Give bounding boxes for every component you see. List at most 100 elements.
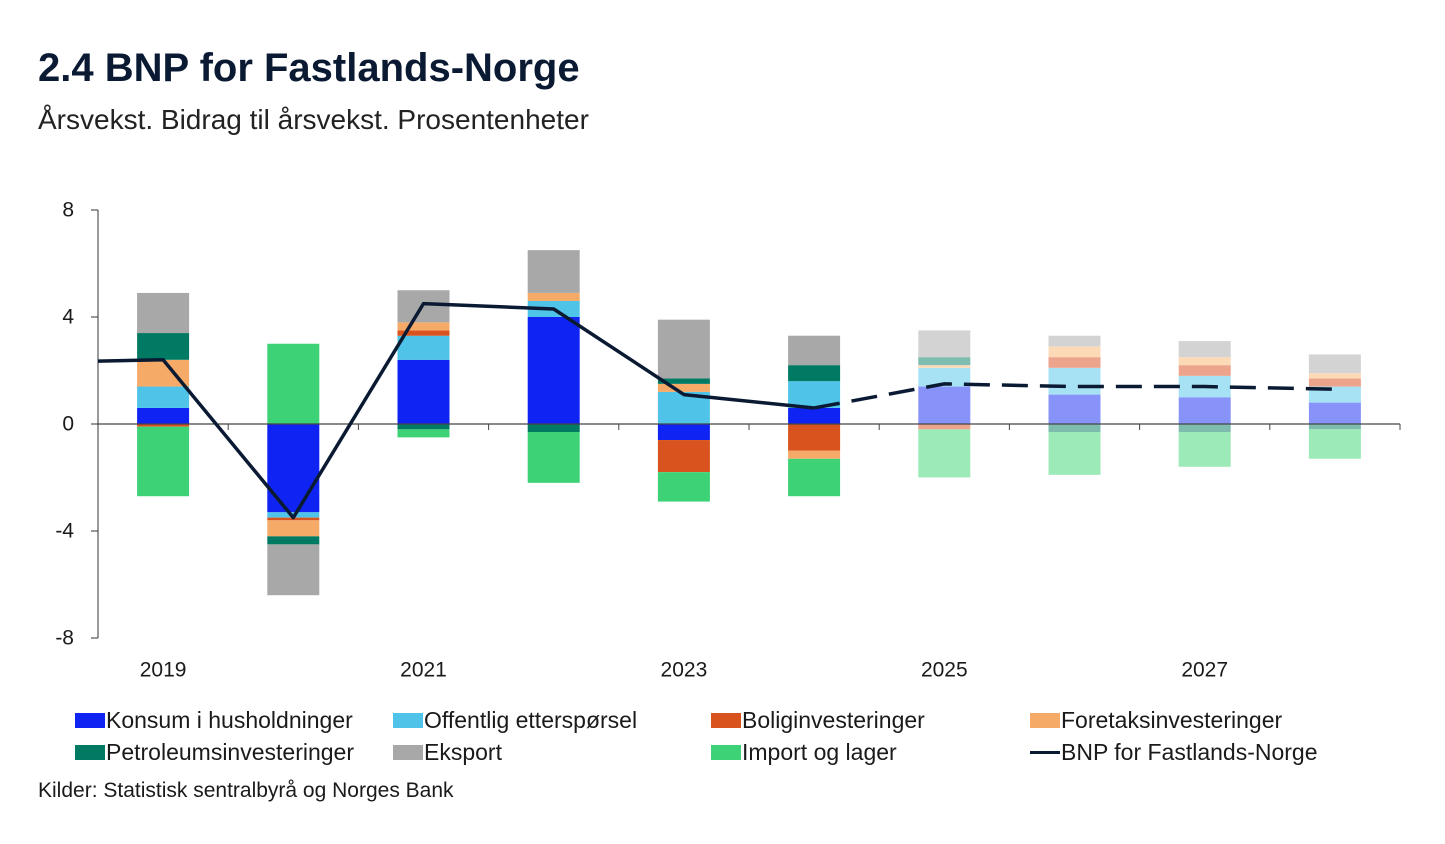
legend-item-bolig: Boliginvesteringer (711, 704, 1030, 736)
legend-swatch-offentlig (393, 712, 423, 728)
x-tick-label: 2025 (921, 659, 968, 682)
bar-2025-boliginvesteringer (918, 424, 971, 430)
bar-2028-petroleumsinvesteringer (1308, 424, 1361, 430)
bar-2020-eksport (267, 544, 320, 596)
legend-label-konsum: Konsum i husholdninger (106, 707, 353, 733)
legend-label-petroleum: Petroleumsinvesteringer (106, 739, 355, 765)
y-tick-label: 4 (62, 306, 74, 329)
bar-2028-konsum-i-husholdninger (1308, 402, 1361, 424)
legend-swatch-import (711, 744, 741, 760)
bar-2020-import-og-lager (267, 343, 320, 424)
legend-item-bnp: BNP for Fastlands-Norge (1030, 736, 1330, 768)
legend-swatch-bolig (711, 712, 741, 728)
bar-2027-eksport (1178, 341, 1231, 358)
bar-2023-foretaksinvesteringer (657, 383, 710, 392)
bar-2024-foretaksinvesteringer (788, 450, 841, 459)
bar-2026-foretaksinvesteringer (1048, 346, 1101, 358)
bar-2023-petroleumsinvesteringer (657, 378, 710, 384)
axes-layer (91, 209, 1401, 639)
legend-item-import: Import og lager (711, 736, 1030, 768)
bar-2019-boliginvesteringer (137, 424, 190, 427)
bnp-line-projection (813, 382, 1335, 410)
chart-source: Kilder: Statistisk sentralbyrå og Norges… (38, 779, 454, 802)
bar-2019-import-og-lager (137, 426, 190, 497)
bar-2020-foretaksinvesteringer (267, 520, 320, 537)
bar-2022-konsum-i-husholdninger (527, 317, 580, 424)
legend-label-bnp: BNP for Fastlands-Norge (1061, 739, 1318, 765)
bar-2026-boliginvesteringer (1048, 357, 1101, 368)
bar-2021-foretaksinvesteringer (397, 322, 450, 331)
bar-2021-offentlig-ettersporsel (397, 335, 450, 360)
bar-2021-boliginvesteringer (397, 330, 450, 336)
bar-layer (137, 250, 1361, 596)
bar-2025-konsum-i-husholdninger (918, 386, 971, 424)
bar-2022-foretaksinvesteringer (527, 292, 580, 301)
bar-2020-petroleumsinvesteringer (267, 536, 320, 545)
legend: Konsum i husholdninger Offentlig ettersp… (75, 704, 1330, 768)
bar-2023-konsum-i-husholdninger (657, 424, 710, 441)
x-tick-label: 2023 (661, 659, 708, 682)
chart-subtitle: Årsvekst. Bidrag til årsvekst. Prosenten… (38, 104, 589, 135)
bar-2027-foretaksinvesteringer (1178, 357, 1231, 366)
bar-2019-konsum-i-husholdninger (137, 407, 190, 424)
bar-2021-import-og-lager (397, 429, 450, 438)
bar-2022-eksport (527, 250, 580, 293)
legend-swatch-petroleum (75, 744, 105, 760)
legend-swatch-konsum (75, 712, 105, 728)
bar-2026-petroleumsinvesteringer (1048, 424, 1101, 433)
bar-2019-petroleumsinvesteringer (137, 333, 190, 360)
bar-2028-eksport (1308, 354, 1361, 374)
bar-2027-import-og-lager (1178, 432, 1231, 467)
x-tick-label: 2021 (400, 659, 447, 682)
legend-swatch-bnp-line (1030, 750, 1060, 754)
bar-2023-import-og-lager (657, 472, 710, 502)
y-tick-label: -8 (55, 627, 74, 650)
bar-2024-eksport (788, 335, 841, 366)
bar-2022-import-og-lager (527, 432, 580, 483)
bar-2022-petroleumsinvesteringer (527, 424, 580, 433)
legend-label-bolig: Boliginvesteringer (742, 707, 925, 733)
bnp-line-actual (98, 301, 815, 520)
legend-item-petroleum: Petroleumsinvesteringer (75, 736, 393, 768)
bar-2023-eksport (657, 319, 710, 379)
bar-2028-boliginvesteringer (1308, 378, 1361, 387)
y-tick-label: -4 (55, 520, 74, 543)
bar-2025-import-og-lager (918, 429, 971, 478)
bar-2027-boliginvesteringer (1178, 365, 1231, 376)
bar-2019-eksport (137, 292, 190, 334)
legend-swatch-eksport (393, 744, 423, 760)
bar-2021-konsum-i-husholdninger (397, 359, 450, 424)
bar-2020-konsum-i-husholdninger (267, 424, 320, 513)
bar-2028-foretaksinvesteringer (1308, 373, 1361, 379)
tick-label-layer: 8 4 0 -4 -8 2019 2021 2023 2025 2027 (55, 199, 1228, 682)
bar-2025-foretaksinvesteringer (918, 365, 971, 368)
bar-2026-import-og-lager (1048, 432, 1101, 475)
chart-title: 2.4 BNP for Fastlands-Norge (38, 46, 580, 90)
legend-item-konsum: Konsum i husholdninger (75, 704, 393, 736)
bar-2027-konsum-i-husholdninger (1178, 397, 1231, 424)
y-tick-label: 0 (62, 413, 74, 436)
bnp-line-layer (98, 301, 1335, 520)
bar-2019-offentlig-ettersporsel (137, 386, 190, 408)
bar-2024-konsum-i-husholdninger (788, 407, 841, 424)
y-tick-label: 8 (62, 199, 74, 222)
x-tick-label: 2019 (140, 659, 187, 682)
legend-label-offentlig: Offentlig etterspørsel (424, 707, 638, 733)
bar-2025-eksport (918, 330, 971, 358)
legend-label-foretak: Foretaksinvesteringer (1061, 707, 1283, 733)
bar-2025-petroleumsinvesteringer (918, 357, 971, 366)
bar-2024-boliginvesteringer (788, 424, 841, 451)
legend-item-foretak: Foretaksinvesteringer (1030, 704, 1330, 736)
bar-2026-eksport (1048, 335, 1101, 347)
bar-2024-petroleumsinvesteringer (788, 365, 841, 382)
bar-2026-offentlig-ettersporsel (1048, 367, 1101, 395)
legend-label-import: Import og lager (742, 739, 897, 765)
bar-2023-boliginvesteringer (657, 440, 710, 473)
bar-2024-import-og-lager (788, 458, 841, 497)
legend-label-eksport: Eksport (424, 739, 502, 765)
bar-2027-petroleumsinvesteringer (1178, 424, 1231, 433)
legend-item-offentlig: Offentlig etterspørsel (393, 704, 711, 736)
bar-2025-offentlig-ettersporsel (918, 367, 971, 387)
